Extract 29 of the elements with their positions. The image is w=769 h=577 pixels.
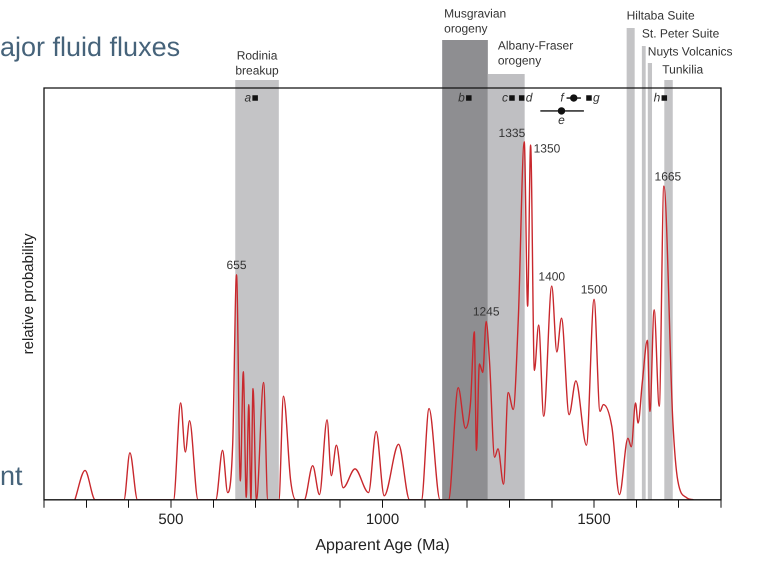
y-axis-title: relative probability (20, 232, 38, 354)
x-tick-label: 500 (158, 510, 184, 528)
text: nt (0, 461, 23, 492)
band-label: Tunkilia (662, 62, 704, 76)
annotation: d (526, 90, 533, 104)
annotation: 1335 (498, 126, 526, 140)
text: ajor fluid fluxes (0, 32, 180, 63)
annotation: 1245 (472, 304, 500, 319)
annotation: a (244, 90, 252, 104)
band-label: St. Peter Suite (642, 26, 720, 40)
x-tick-label: 1500 (577, 510, 611, 528)
annotation: e (558, 113, 566, 128)
band-label: Musgravian orogeny (444, 6, 506, 36)
annotation: 655 (226, 258, 247, 272)
x-tick-label: 1000 (366, 510, 400, 528)
annotation: f (560, 90, 566, 104)
x-axis-title: Apparent Age (Ma) (315, 536, 450, 554)
annotation: 1665 (654, 169, 682, 184)
annotation: 1350 (534, 141, 561, 156)
band-label: Hiltaba Suite (626, 8, 696, 22)
annotation: 1400 (538, 269, 566, 284)
band-label: Nuyts Volcanics (648, 44, 733, 58)
annotation: 1500 (580, 282, 608, 297)
annotation: g (592, 90, 600, 104)
band-label: Rodinia breakup (235, 48, 280, 78)
annotation: h (654, 90, 661, 104)
annotation: b (458, 90, 466, 104)
annotation: c (502, 90, 508, 104)
band-label: Albany-Fraser orogeny (498, 38, 574, 68)
